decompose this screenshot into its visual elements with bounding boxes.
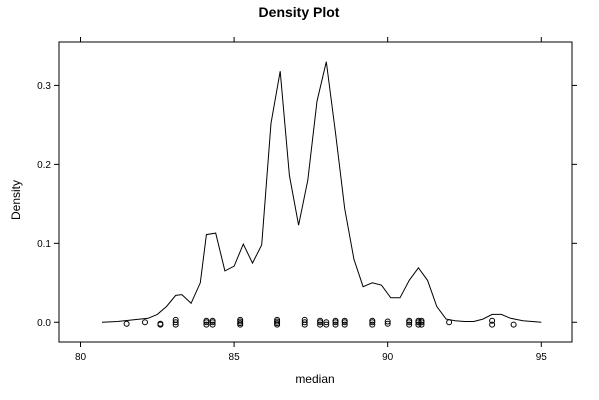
rug-point bbox=[317, 317, 324, 324]
rug-point bbox=[237, 316, 244, 323]
rug-point bbox=[323, 319, 330, 326]
y-axis-label: Density bbox=[9, 180, 23, 220]
rug-point bbox=[301, 316, 308, 323]
chart-title: Density Plot bbox=[259, 4, 340, 20]
rug-point bbox=[203, 317, 210, 324]
rug-point bbox=[418, 321, 425, 328]
rug-point bbox=[301, 319, 308, 326]
y-tick-label: 0.3 bbox=[37, 81, 51, 92]
rug-point bbox=[446, 319, 453, 326]
rug-point bbox=[332, 317, 339, 324]
rug-point bbox=[418, 317, 425, 324]
rug-point bbox=[172, 316, 179, 323]
x-tick-label: 80 bbox=[75, 352, 87, 363]
rug-point bbox=[406, 317, 413, 324]
y-tick-label: 0.2 bbox=[37, 160, 51, 171]
rug-point bbox=[406, 321, 413, 328]
rug-point bbox=[203, 321, 210, 328]
rug-point bbox=[341, 317, 348, 324]
rug-point bbox=[142, 319, 148, 326]
rug-point bbox=[384, 318, 391, 325]
rug-point bbox=[323, 321, 330, 328]
rug-point bbox=[157, 321, 164, 328]
rug-point bbox=[369, 321, 376, 328]
plot-frame bbox=[58, 41, 573, 343]
x-tick-label: 95 bbox=[536, 352, 548, 363]
y-tick-label: 0.0 bbox=[37, 318, 51, 329]
rug-point bbox=[274, 316, 281, 323]
x-tick-label: 85 bbox=[229, 352, 241, 363]
rug-point bbox=[415, 317, 422, 324]
x-axis-label: median bbox=[295, 372, 334, 386]
rug-point bbox=[341, 321, 348, 328]
rug-point bbox=[172, 319, 179, 326]
rug-point bbox=[209, 321, 216, 328]
y-tick-label: 0.1 bbox=[37, 239, 51, 250]
tick-labels: 80 85 90 95 0.0 0.1 0.2 0.3 bbox=[37, 81, 547, 363]
rug-point bbox=[489, 317, 496, 324]
rug-point bbox=[332, 321, 339, 328]
x-tick-label: 90 bbox=[382, 352, 394, 363]
rug-point bbox=[510, 321, 517, 328]
density-curve bbox=[101, 61, 542, 323]
rug-point bbox=[209, 317, 216, 324]
rug-point bbox=[123, 320, 130, 327]
rug-point bbox=[384, 320, 391, 327]
rug-points bbox=[123, 316, 517, 328]
axis-ticks bbox=[54, 37, 577, 347]
rug-point bbox=[317, 321, 324, 328]
rug-point bbox=[369, 317, 376, 324]
rug-point bbox=[489, 321, 496, 328]
